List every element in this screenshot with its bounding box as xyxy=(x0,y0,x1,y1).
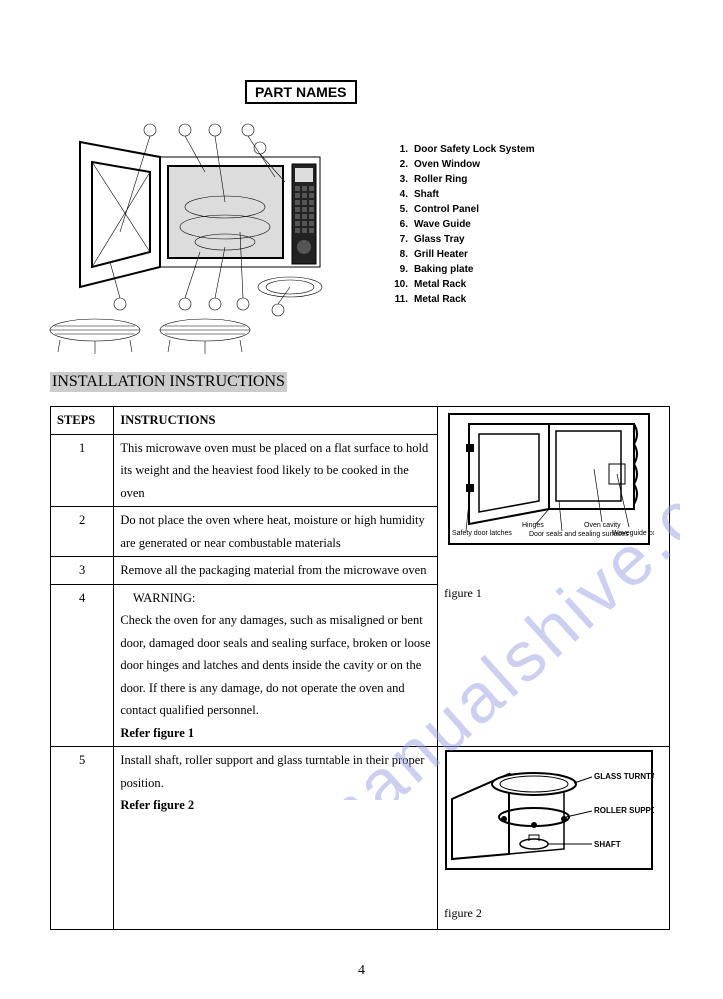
figure1-label: figure 1 xyxy=(444,583,663,605)
top-row: 1.Door Safety Lock System 2.Oven Window … xyxy=(50,112,673,362)
list-item: 11.Metal Rack xyxy=(390,292,535,307)
installation-header: INSTALLATION INSTRUCTIONS xyxy=(50,372,287,392)
list-item: 7.Glass Tray xyxy=(390,232,535,247)
list-item: 1.Door Safety Lock System xyxy=(390,142,535,157)
figure1-cell: Safety door latches Hinges Door seals an… xyxy=(438,407,670,747)
parts-list: 1.Door Safety Lock System 2.Oven Window … xyxy=(390,142,535,307)
list-item: 3.Roller Ring xyxy=(390,172,535,187)
page-number: 4 xyxy=(0,963,723,979)
table-row: 5 Install shaft, roller support and glas… xyxy=(51,747,670,930)
svg-text:Waveguide cover: Waveguide cover xyxy=(612,530,654,537)
list-item: 2.Oven Window xyxy=(390,157,535,172)
list-item: 8.Grill Heater xyxy=(390,247,535,262)
microwave-diagram xyxy=(40,112,340,362)
col-steps: STEPS xyxy=(51,407,114,435)
svg-text:GLASS TURNTABLE: GLASS TURNTABLE xyxy=(594,772,654,781)
list-item: 5.Control Panel xyxy=(390,202,535,217)
svg-text:SHAFT: SHAFT xyxy=(594,840,621,849)
list-item: 9.Baking plate xyxy=(390,262,535,277)
svg-text:Oven cavity: Oven cavity xyxy=(584,522,621,529)
col-instructions: INSTRUCTIONS xyxy=(114,407,438,435)
list-item: 6.Wave Guide xyxy=(390,217,535,232)
figure2-cell: GLASS TURNTABLE ROLLER SUPPORT SHAFT fig… xyxy=(438,747,670,930)
svg-text:Safety door latches: Safety door latches xyxy=(452,530,512,537)
list-item: 4.Shaft xyxy=(390,187,535,202)
figure2-label: figure 2 xyxy=(444,903,663,925)
list-item: 10.Metal Rack xyxy=(390,277,535,292)
figure2-diagram: GLASS TURNTABLE ROLLER SUPPORT SHAFT xyxy=(444,749,654,889)
svg-text:ROLLER SUPPORT: ROLLER SUPPORT xyxy=(594,806,654,815)
part-names-title: PART NAMES xyxy=(245,80,357,104)
figure1-diagram: Safety door latches Hinges Door seals an… xyxy=(444,409,654,569)
page: manualshive.com PART NAMES xyxy=(0,0,723,999)
svg-text:Hinges: Hinges xyxy=(522,522,544,529)
instructions-table: STEPS INSTRUCTIONS xyxy=(50,406,670,930)
